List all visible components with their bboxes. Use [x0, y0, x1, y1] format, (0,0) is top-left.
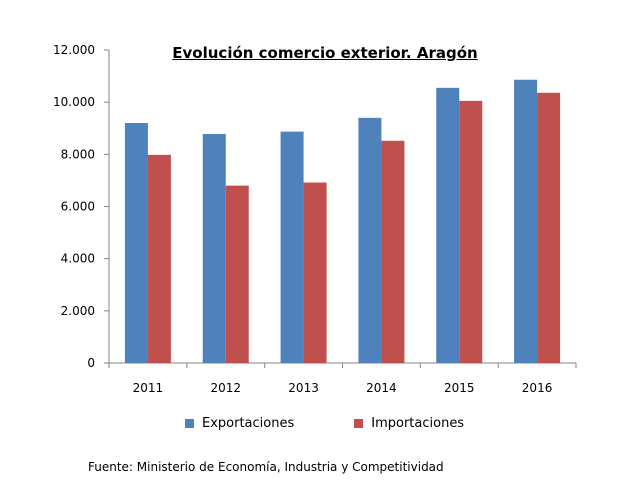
x-tick-label: 2016 [522, 381, 553, 395]
x-tick-label: 2014 [366, 381, 397, 395]
bar-importaciones-2016 [537, 92, 561, 363]
y-tick-label: 2.000 [61, 304, 95, 318]
axes: 0 2.000 4.000 6.000 8.000 10.000 12.000 2011 201… [53, 43, 577, 395]
legend-label-importaciones: Importaciones [371, 416, 465, 431]
bar-exportaciones-2015 [436, 87, 460, 363]
x-tick-label: 2012 [210, 381, 241, 395]
bar-importaciones-2014 [381, 140, 405, 363]
bar-exportaciones-2014 [358, 117, 382, 363]
chart-title: Evolución comercio exterior. Aragón [172, 44, 478, 62]
x-tick-label: 2013 [288, 381, 319, 395]
source-note: Fuente: Ministerio de Economía, Industri… [88, 460, 444, 474]
bar-importaciones-2013 [303, 182, 327, 363]
legend-item-exportaciones: Exportaciones [185, 416, 294, 431]
legend-label-exportaciones: Exportaciones [202, 416, 295, 431]
y-tick-label: 10.000 [53, 95, 95, 109]
bar-importaciones-2011 [147, 154, 171, 363]
bar-exportaciones-2016 [514, 79, 538, 364]
bar-importaciones-2015 [459, 100, 483, 364]
x-tick-label: 2011 [133, 381, 164, 395]
y-tick-label: 12.000 [53, 43, 95, 57]
bar-exportaciones-2011 [124, 123, 148, 364]
y-tick-label: 0 [87, 356, 95, 370]
y-tick-label: 6.000 [61, 200, 95, 214]
bar-importaciones-2012 [225, 185, 249, 363]
legend-item-importaciones: Importaciones [354, 416, 464, 431]
legend: Exportaciones Importaciones [185, 416, 464, 431]
bar-exportaciones-2012 [202, 133, 226, 363]
legend-swatch-exportaciones [185, 419, 194, 428]
y-tick-label: 4.000 [61, 252, 95, 266]
legend-swatch-importaciones [354, 419, 364, 428]
bar-exportaciones-2013 [280, 131, 304, 363]
y-tick-label: 8.000 [61, 147, 95, 161]
x-tick-label: 2015 [444, 381, 475, 395]
bars [124, 79, 561, 364]
